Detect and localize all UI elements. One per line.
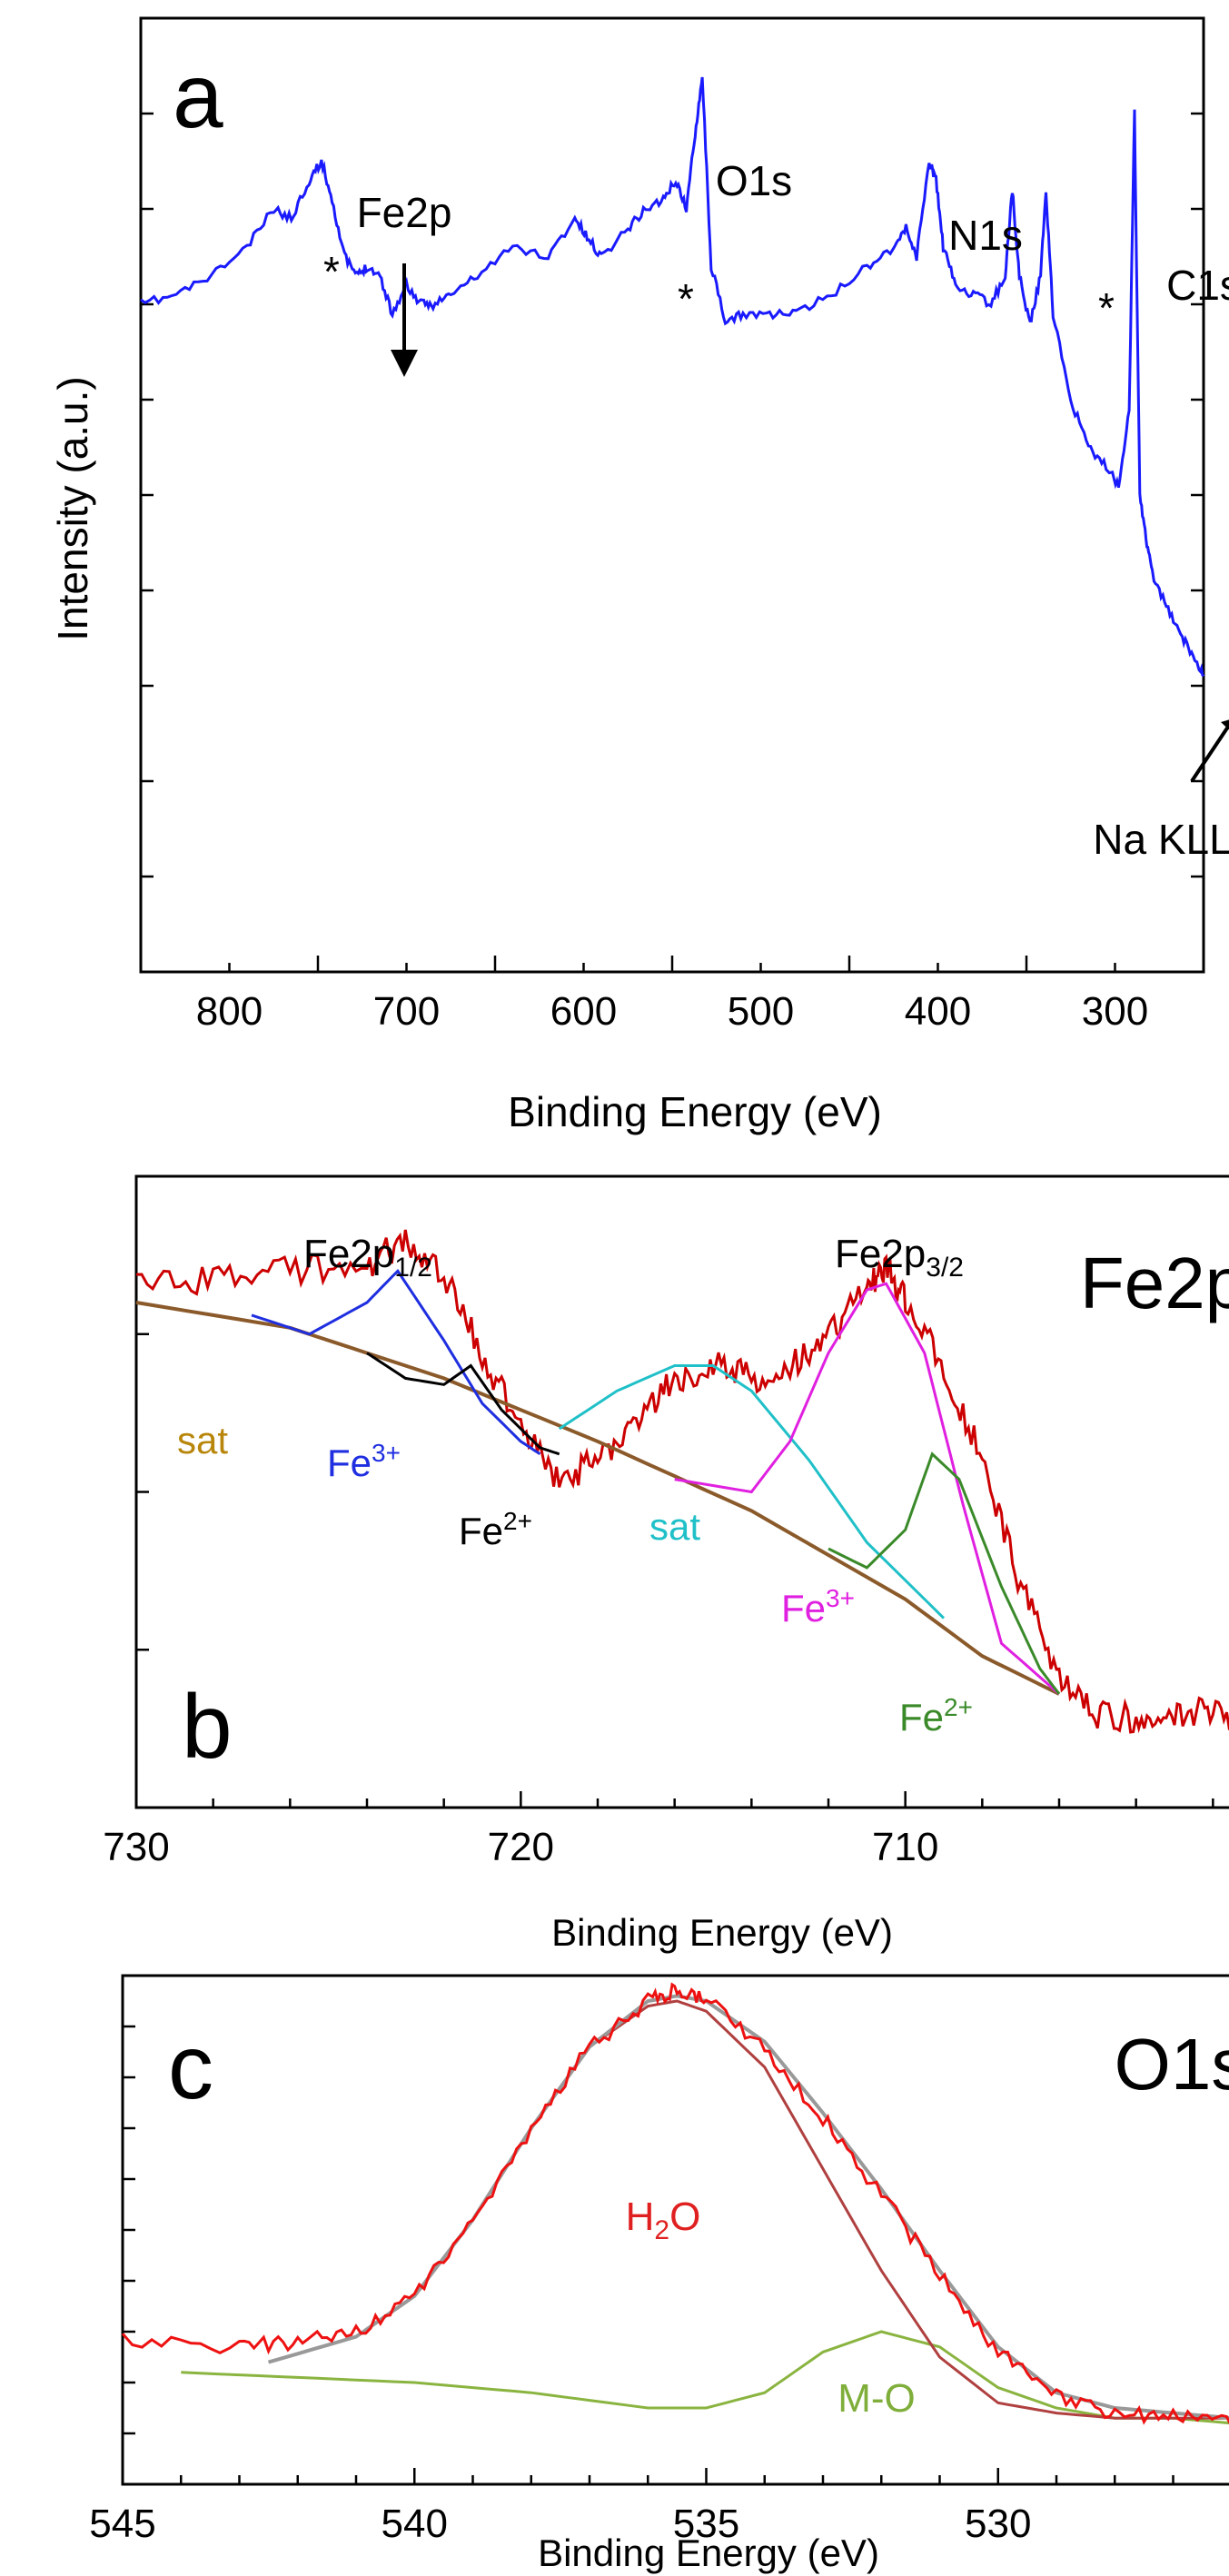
panel-b-fe2-label-left: Fe2+	[459, 1507, 532, 1552]
panel-a-x-tick-label: 700	[373, 989, 440, 1034]
panel-c-x-tick-label: 530	[965, 2502, 1031, 2546]
panel-b-ticks: 730720710700	[103, 1333, 1214, 1869]
panel-a: 800 700 600 500 400 300 a Fe2p O1s N1s C1s Na…	[49, 16, 1229, 1135]
panel-c-h2o-label: H2O	[626, 2195, 701, 2245]
panel-b-sat-label-left: sat	[177, 1419, 228, 1461]
panel-c-mo-label: M-O	[838, 2376, 916, 2421]
panel-a-x-tick-label: 600	[550, 989, 617, 1034]
panel-a-x-tick-label: 800	[196, 989, 263, 1034]
panel-a-c1s-label: C1s	[1166, 262, 1229, 309]
panel-c-x-tick-label: 535	[673, 2502, 739, 2546]
panel-c-mo-curve	[181, 2330, 1229, 2425]
panel-a-satellite-marker-1: *	[323, 248, 340, 295]
panel-c-envelope-curve	[268, 1994, 1229, 2420]
panel-b-fe2-label-right: Fe2+	[899, 1693, 973, 1739]
panel-b-fe3-2p32-curve	[674, 1282, 1060, 1696]
panel-a-n1s-label: N1s	[948, 212, 1023, 259]
panel-c-h2o-curve	[268, 1999, 1229, 2420]
panel-a-satellite-marker-2: *	[678, 275, 694, 322]
panel-a-label: a	[173, 45, 223, 147]
panel-a-na-kll-arrowhead	[1221, 719, 1229, 730]
panel-a-ticks: 800 700 600 500 400 300	[139, 112, 1205, 1034]
panel-b-frame	[134, 1174, 1229, 1809]
panel-c-x-tick-label: 545	[89, 2502, 155, 2546]
panel-c-title: O1s	[1115, 2024, 1229, 2105]
panel-b-fe3-label-left: Fe3+	[327, 1439, 401, 1484]
panel-c-label: c	[168, 2016, 213, 2118]
panel-c-xlabel: Binding Energy (eV)	[538, 2531, 879, 2574]
panel-b-sat-curve	[558, 1364, 946, 1620]
panel-b-peak-label-2p12: Fe2p1/2	[303, 1232, 432, 1283]
panel-c-ticks: 545540535530525	[89, 2025, 1174, 2546]
panel-b-data-curve	[135, 1229, 1229, 1734]
panel-b-fe3-label-right: Fe3+	[781, 1584, 855, 1630]
panel-b-x-tick-label: 730	[103, 1825, 169, 1869]
panel-c: 545540535530525 c O1s H2O M-O Binding En…	[89, 1974, 1229, 2574]
panel-b: 730720710700 b Fe2p Fe2p1/2 Fe2p3/2 sat …	[103, 1174, 1229, 1954]
panel-b-label: b	[182, 1676, 233, 1778]
panel-a-na-kll-label: Na KLL	[1093, 816, 1229, 863]
panel-a-o1s-label: O1s	[716, 157, 792, 204]
panel-a-fe2p-label: Fe2p	[357, 189, 452, 236]
panel-c-x-tick-label: 540	[382, 2502, 448, 2546]
panel-b-fe3-2p12-curve	[251, 1268, 541, 1456]
panel-a-x-tick-label: 500	[728, 989, 794, 1034]
panel-b-fe2-2p32-curve	[828, 1451, 1061, 1695]
panel-a-x-tick-label: 400	[905, 989, 971, 1034]
panel-a-na-kll-arrow	[1190, 725, 1229, 783]
panel-a-satellite-marker-3: *	[1098, 284, 1115, 332]
panel-a-frame	[139, 16, 1205, 974]
panel-a-spectrum	[140, 76, 1205, 678]
panel-b-sat-label-right: sat	[649, 1505, 700, 1548]
panel-b-xlabel: Binding Energy (eV)	[551, 1911, 893, 1954]
panel-b-x-tick-label: 710	[872, 1825, 938, 1869]
panel-a-fe2p-arrowhead	[391, 350, 418, 377]
panel-a-xlabel: Binding Energy (eV)	[508, 1088, 882, 1135]
panel-b-fe2-2p12-curve	[366, 1352, 560, 1456]
panel-c-data-curve	[121, 1982, 1229, 2425]
panel-b-peak-label-2p32: Fe2p3/2	[835, 1232, 964, 1283]
panel-b-title: Fe2p	[1080, 1243, 1229, 1323]
panel-b-background-curve	[135, 1301, 1060, 1696]
panel-a-x-tick-label: 300	[1082, 989, 1148, 1034]
panel-a-ylabel: Intensity (a.u.)	[49, 376, 96, 640]
panel-b-x-tick-label: 720	[488, 1825, 554, 1869]
